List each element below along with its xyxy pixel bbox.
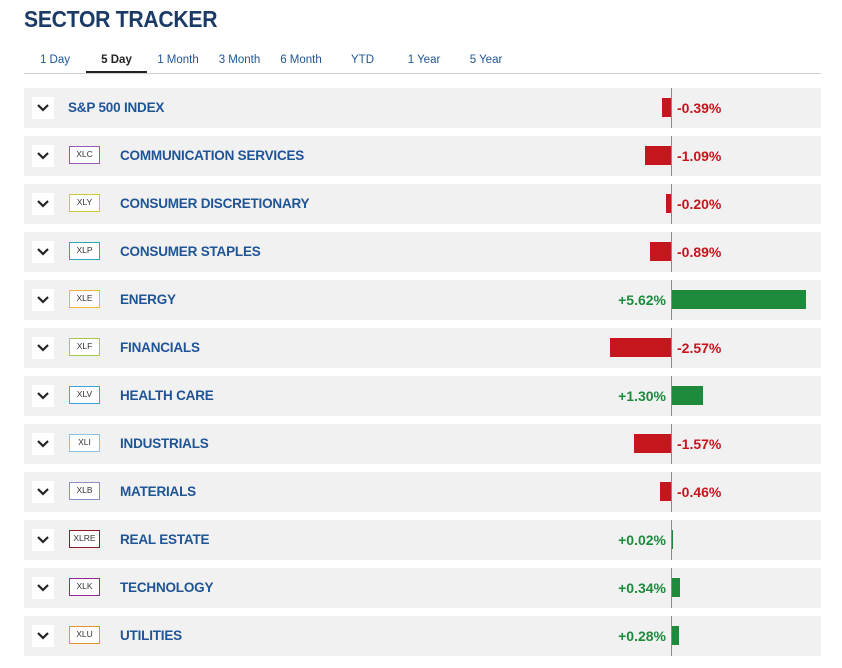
change-percent: +1.30% xyxy=(618,388,666,404)
chevron-down-icon[interactable] xyxy=(32,529,54,551)
tab-6-month[interactable]: 6 Month xyxy=(280,54,322,66)
change-bar xyxy=(672,290,806,309)
change-bar xyxy=(661,98,671,117)
change-percent: +0.28% xyxy=(618,628,666,644)
zero-axis-line xyxy=(671,376,672,416)
sector-row[interactable]: XLRE REAL ESTATE +0.02% xyxy=(24,520,821,560)
tab-5-year[interactable]: 5 Year xyxy=(469,54,503,66)
chevron-down-icon[interactable] xyxy=(32,289,54,311)
sector-row[interactable]: XLK TECHNOLOGY +0.34% xyxy=(24,568,821,608)
sector-name[interactable]: TECHNOLOGY xyxy=(120,580,214,595)
change-percent: +0.34% xyxy=(618,580,666,596)
ticker-badge: XLF xyxy=(69,338,100,356)
change-bar xyxy=(672,386,703,405)
change-bar xyxy=(633,434,671,453)
sector-name[interactable]: COMMUNICATION SERVICES xyxy=(120,148,305,163)
sector-row[interactable]: XLF FINANCIALS -2.57% xyxy=(24,328,821,368)
ticker-badge: XLY xyxy=(69,194,100,212)
sector-row[interactable]: XLP CONSUMER STAPLES -0.89% xyxy=(24,232,821,272)
zero-axis-line xyxy=(671,184,672,224)
zero-axis-line xyxy=(671,136,672,176)
ticker-badge: XLP xyxy=(69,242,100,260)
chevron-down-icon[interactable] xyxy=(32,145,54,167)
ticker-badge: XLE xyxy=(69,290,100,308)
sector-name[interactable]: HEALTH CARE xyxy=(120,388,214,403)
chevron-down-icon[interactable] xyxy=(32,193,54,215)
sector-name[interactable]: S&P 500 INDEX xyxy=(68,100,165,115)
chevron-down-icon[interactable] xyxy=(32,577,54,599)
sector-name[interactable]: CONSUMER STAPLES xyxy=(120,244,261,259)
ticker-badge: XLB xyxy=(69,482,100,500)
change-bar xyxy=(666,194,671,213)
tab-ytd[interactable]: YTD xyxy=(351,54,374,66)
change-bar xyxy=(609,338,671,357)
period-tabs: 1 Day 5 Day 1 Month 3 Month 6 Month YTD … xyxy=(24,50,821,74)
chevron-down-icon[interactable] xyxy=(32,337,54,359)
change-percent: +0.02% xyxy=(618,532,666,548)
tab-1-day[interactable]: 1 Day xyxy=(39,54,71,66)
ticker-badge: XLU xyxy=(69,626,100,644)
change-bar xyxy=(645,146,671,165)
zero-axis-line xyxy=(671,280,672,320)
change-bar xyxy=(660,482,671,501)
sector-name[interactable]: MATERIALS xyxy=(120,484,196,499)
chevron-down-icon[interactable] xyxy=(32,481,54,503)
chevron-down-icon[interactable] xyxy=(32,433,54,455)
change-percent: -2.57% xyxy=(677,340,722,356)
change-bar xyxy=(649,242,671,261)
sector-name[interactable]: INDUSTRIALS xyxy=(120,436,209,451)
sector-name[interactable]: ENERGY xyxy=(120,292,176,307)
chevron-down-icon[interactable] xyxy=(32,241,54,263)
tab-1-year[interactable]: 1 Year xyxy=(407,54,441,66)
ticker-badge: XLI xyxy=(69,434,100,452)
sector-row[interactable]: XLE ENERGY +5.62% xyxy=(24,280,821,320)
page-title: SECTOR TRACKER xyxy=(24,6,218,32)
ticker-badge: XLK xyxy=(69,578,100,596)
tab-5-day[interactable]: 5 Day xyxy=(86,50,147,73)
sector-row[interactable]: XLU UTILITIES +0.28% xyxy=(24,616,821,656)
change-percent: -0.20% xyxy=(677,196,722,212)
sector-name[interactable]: REAL ESTATE xyxy=(120,532,210,547)
sector-row[interactable]: XLV HEALTH CARE +1.30% xyxy=(24,376,821,416)
sector-row[interactable]: S&P 500 INDEX -0.39% xyxy=(24,88,821,128)
change-bar xyxy=(672,530,673,549)
zero-axis-line xyxy=(671,328,672,368)
tab-1-month[interactable]: 1 Month xyxy=(157,54,199,66)
zero-axis-line xyxy=(671,232,672,272)
ticker-badge: XLRE xyxy=(69,530,100,548)
sector-name[interactable]: CONSUMER DISCRETIONARY xyxy=(120,196,310,211)
zero-axis-line xyxy=(671,568,672,608)
zero-axis-line xyxy=(671,472,672,512)
sector-row[interactable]: XLI INDUSTRIALS -1.57% xyxy=(24,424,821,464)
tab-3-month[interactable]: 3 Month xyxy=(218,54,261,66)
change-percent: -0.89% xyxy=(677,244,722,260)
change-percent: -0.39% xyxy=(677,100,722,116)
sector-name[interactable]: UTILITIES xyxy=(120,628,182,643)
chevron-down-icon[interactable] xyxy=(32,625,54,647)
sector-row[interactable]: XLB MATERIALS -0.46% xyxy=(24,472,821,512)
zero-axis-line xyxy=(671,88,672,128)
chevron-down-icon[interactable] xyxy=(32,385,54,407)
change-percent: -0.46% xyxy=(677,484,722,500)
zero-axis-line xyxy=(671,520,672,560)
change-percent: -1.09% xyxy=(677,148,722,164)
change-percent: -1.57% xyxy=(677,436,722,452)
zero-axis-line xyxy=(671,424,672,464)
ticker-badge: XLC xyxy=(69,146,100,164)
ticker-badge: XLV xyxy=(69,386,100,404)
change-percent: +5.62% xyxy=(618,292,666,308)
sector-row[interactable]: XLY CONSUMER DISCRETIONARY -0.20% xyxy=(24,184,821,224)
change-bar xyxy=(672,578,681,597)
sector-row[interactable]: XLC COMMUNICATION SERVICES -1.09% xyxy=(24,136,821,176)
zero-axis-line xyxy=(671,616,672,656)
sector-name[interactable]: FINANCIALS xyxy=(120,340,200,355)
chevron-down-icon[interactable] xyxy=(32,97,54,119)
change-bar xyxy=(672,626,679,645)
